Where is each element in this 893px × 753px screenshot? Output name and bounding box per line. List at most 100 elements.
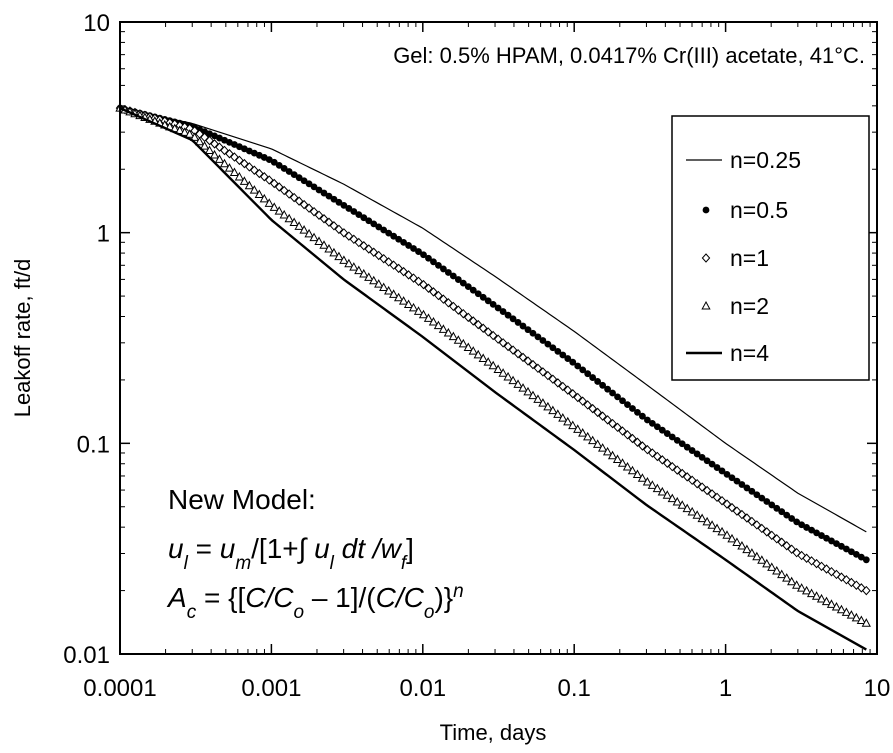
data-point xyxy=(508,375,518,385)
data-point xyxy=(543,401,553,411)
data-point xyxy=(553,409,563,418)
data-point xyxy=(180,127,190,136)
data-point xyxy=(314,236,324,245)
data-point xyxy=(534,333,542,341)
data-point xyxy=(828,537,835,545)
data-point xyxy=(219,158,230,168)
data-point xyxy=(618,426,627,436)
data-point xyxy=(464,312,473,323)
data-point xyxy=(667,461,677,472)
equation-part: f xyxy=(401,553,408,574)
data-point xyxy=(239,176,250,185)
data-point xyxy=(403,299,414,309)
data-point xyxy=(380,226,388,234)
data-point xyxy=(634,408,641,416)
x-tick-label: 10 xyxy=(864,675,891,702)
x-tick-label: 0.01 xyxy=(399,675,446,702)
data-point xyxy=(529,329,537,337)
data-point xyxy=(309,232,319,242)
equation-part: l xyxy=(184,553,189,574)
data-point xyxy=(453,335,463,344)
data-point xyxy=(419,279,428,290)
data-point xyxy=(409,273,418,283)
data-point xyxy=(194,136,205,146)
data-point xyxy=(349,234,359,245)
data-point xyxy=(588,435,598,445)
data-point xyxy=(294,221,304,230)
data-point xyxy=(733,477,741,485)
equation-part: – 1]/( xyxy=(304,582,376,613)
data-point xyxy=(329,247,339,257)
data-point xyxy=(757,555,767,564)
data-point xyxy=(370,220,378,228)
legend: n=0.25 n=0.5 n=1 n=2 n=4 xyxy=(671,115,870,381)
data-point xyxy=(274,206,284,215)
data-point xyxy=(498,338,508,348)
data-point xyxy=(544,340,552,348)
data-point xyxy=(499,308,507,315)
data-point xyxy=(617,458,628,467)
equation-part: o xyxy=(424,602,435,623)
data-point xyxy=(449,301,458,312)
y-tick-label: 0.01 xyxy=(63,642,110,669)
data-point xyxy=(329,221,339,231)
data-point xyxy=(245,162,254,172)
data-point xyxy=(488,360,498,370)
data-point xyxy=(493,364,503,373)
data-point xyxy=(862,556,870,564)
data-point xyxy=(295,174,303,182)
data-point xyxy=(603,415,612,425)
equation-part: ] xyxy=(406,533,414,564)
data-point xyxy=(589,374,597,381)
data-point xyxy=(325,192,333,200)
y-tick-label: 0.1 xyxy=(77,431,110,458)
data-point xyxy=(360,214,368,222)
data-point xyxy=(269,178,279,189)
data-point xyxy=(513,348,523,359)
data-point xyxy=(793,518,801,526)
equation-part: = xyxy=(188,533,220,564)
data-point xyxy=(663,458,672,469)
data-point xyxy=(583,400,592,410)
data-point xyxy=(410,245,417,252)
data-point xyxy=(493,334,503,344)
data-point xyxy=(662,490,672,499)
data-point xyxy=(752,520,762,530)
data-point xyxy=(816,593,827,603)
data-point xyxy=(677,500,687,509)
data-point xyxy=(354,237,364,248)
data-point xyxy=(469,286,477,294)
data-point xyxy=(658,426,666,434)
data-point xyxy=(423,313,434,322)
data-point xyxy=(737,509,747,520)
data-point xyxy=(289,217,299,227)
data-point xyxy=(812,558,821,569)
data-point xyxy=(438,324,449,333)
data-point xyxy=(713,464,721,471)
data-point xyxy=(822,564,831,574)
legend-label: n=0.5 xyxy=(730,197,788,223)
data-point xyxy=(787,576,797,586)
data-point xyxy=(364,272,374,281)
data-point xyxy=(801,585,812,595)
data-point xyxy=(523,356,533,366)
data-point xyxy=(748,487,756,495)
data-point xyxy=(658,455,667,465)
data-point xyxy=(693,450,701,458)
data-point xyxy=(852,551,860,558)
data-point xyxy=(344,258,354,268)
data-point xyxy=(642,476,653,486)
data-point xyxy=(548,374,558,384)
data-point xyxy=(798,521,806,529)
data-point xyxy=(334,251,344,261)
data-point xyxy=(359,241,369,251)
data-point xyxy=(205,135,214,146)
data-point xyxy=(732,537,742,546)
data-point xyxy=(264,198,274,207)
data-point xyxy=(369,275,379,285)
equation-part: C/C xyxy=(376,582,425,613)
data-point xyxy=(563,416,573,426)
chart-title: Gel: 0.5% HPAM, 0.0417% Cr(III) acetate,… xyxy=(393,43,865,68)
data-point xyxy=(533,363,543,374)
series-line xyxy=(119,107,867,651)
